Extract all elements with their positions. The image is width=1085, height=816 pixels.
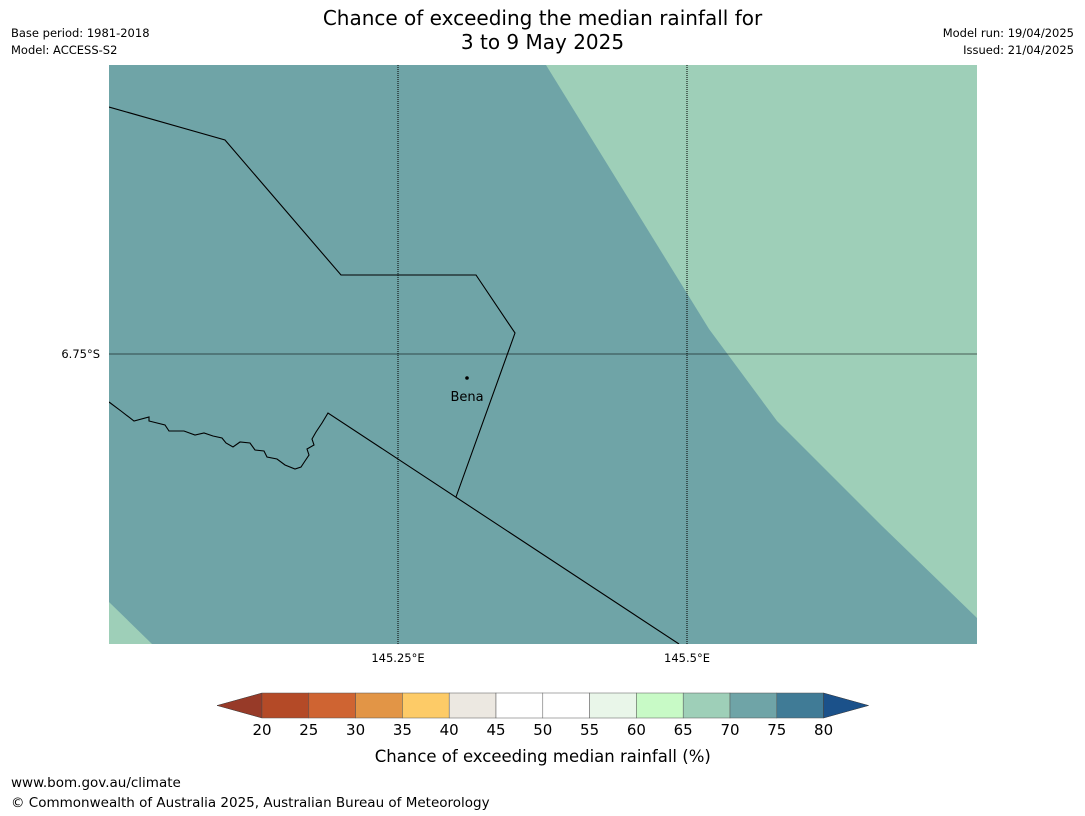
longitude-label-2: 145.5°E bbox=[664, 651, 710, 665]
legend-bin bbox=[261, 692, 310, 719]
legend-tick-label: 80 bbox=[814, 721, 833, 739]
map-canvas: Bena bbox=[109, 65, 977, 644]
map-title-line2: 3 to 9 May 2025 bbox=[460, 30, 625, 54]
province-boundary-south bbox=[109, 401, 680, 644]
legend-bin bbox=[402, 692, 450, 719]
model-text: Model: ACCESS-S2 bbox=[11, 43, 118, 57]
footer-url: www.bom.gov.au/climate bbox=[11, 775, 181, 791]
legend-tick-label: 35 bbox=[393, 721, 412, 739]
legend-tick-label: 50 bbox=[533, 721, 552, 739]
footer-copyright: © Commonwealth of Australia 2025, Austra… bbox=[11, 795, 490, 811]
issued-text: Issued: 21/04/2025 bbox=[963, 43, 1074, 57]
legend-tick-label: 25 bbox=[299, 721, 318, 739]
legend-bin bbox=[682, 692, 731, 719]
map-title: Chance of exceeding the median rainfall … bbox=[0, 6, 1085, 54]
base-period-text: Base period: 1981-2018 bbox=[11, 26, 150, 40]
meta-left: Base period: 1981-2018 Model: ACCESS-S2 bbox=[11, 25, 150, 59]
region-65-70-southwest bbox=[109, 602, 152, 644]
legend-arrow-high bbox=[823, 692, 870, 719]
legend-bin bbox=[495, 692, 544, 719]
legend-bin bbox=[776, 692, 824, 719]
legend-tick-label: 75 bbox=[767, 721, 786, 739]
meta-right: Model run: 19/04/2025 Issued: 21/04/2025 bbox=[943, 25, 1074, 59]
longitude-label-1: 145.25°E bbox=[371, 651, 425, 665]
town-marker bbox=[465, 376, 469, 380]
legend-bin bbox=[355, 692, 403, 719]
legend-tick-label: 40 bbox=[440, 721, 459, 739]
legend-tick-label: 70 bbox=[720, 721, 739, 739]
legend-tick-label: 30 bbox=[346, 721, 365, 739]
legend-tick-label: 65 bbox=[674, 721, 693, 739]
legend-title: Chance of exceeding median rainfall (%) bbox=[375, 747, 711, 766]
legend-tick-label: 60 bbox=[627, 721, 646, 739]
color-legend: 20 25 30 35 40 45 50 55 60 65 70 75 80 Chance of exce… bbox=[216, 692, 870, 766]
legend-bin bbox=[636, 692, 684, 719]
latitude-label: 6.75°S bbox=[61, 347, 100, 361]
legend-tick-label: 55 bbox=[580, 721, 599, 739]
region-65-70-northeast bbox=[546, 65, 977, 618]
map-title-line1: Chance of exceeding the median rainfall … bbox=[322, 6, 763, 30]
model-run-text: Model run: 19/04/2025 bbox=[942, 26, 1074, 40]
legend-arrow-low bbox=[216, 692, 263, 719]
legend-tick-label: 20 bbox=[252, 721, 271, 739]
town-label: Bena bbox=[450, 390, 483, 405]
legend-tick-label: 45 bbox=[486, 721, 505, 739]
legend-bin bbox=[448, 692, 497, 719]
legend-bin bbox=[589, 692, 637, 719]
legend-bin bbox=[308, 692, 356, 719]
province-boundary-north bbox=[109, 106, 516, 498]
legend-bin bbox=[729, 692, 778, 719]
legend-bin bbox=[542, 692, 590, 719]
